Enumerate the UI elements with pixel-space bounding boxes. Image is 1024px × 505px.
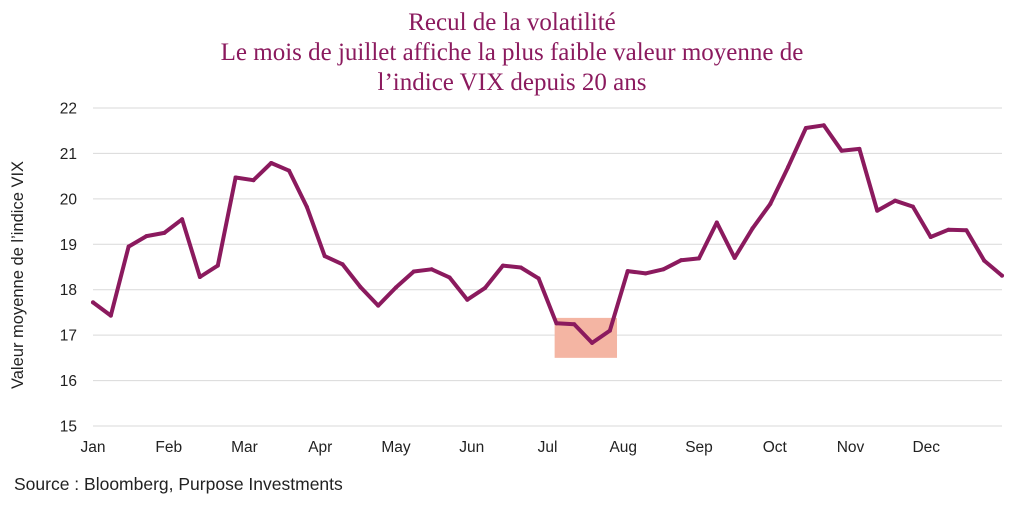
data-point	[358, 284, 363, 289]
chart-title-line-3: l’indice VIX depuis 20 ans	[377, 69, 647, 96]
data-point	[839, 148, 844, 153]
data-point	[483, 285, 488, 290]
gridlines	[93, 107, 1002, 427]
y-tick-label: 21	[60, 146, 77, 163]
chart-title: Recul de la volatilité Le mois de juille…	[0, 8, 1024, 98]
data-point	[750, 226, 755, 231]
vix-line-chart: 15 16 17 18 19 20 21 22 Jan Feb Mar Apr May Jun Jul Au…	[9, 101, 1004, 456]
data-point	[857, 146, 862, 151]
data-point	[429, 267, 434, 272]
x-tick-label: Jan	[81, 439, 106, 456]
y-tick-label: 22	[60, 101, 77, 118]
data-point	[982, 258, 987, 263]
data-point	[554, 321, 559, 326]
data-point	[376, 303, 381, 308]
data-point	[144, 234, 149, 239]
y-axis-label: Valeur moyenne de l’indice VIX	[9, 161, 27, 389]
data-point	[251, 178, 256, 183]
vix-series-line	[91, 123, 1004, 345]
data-point	[126, 244, 131, 249]
data-point	[447, 275, 452, 280]
data-point	[786, 165, 791, 170]
data-point	[269, 160, 274, 165]
data-point	[643, 271, 648, 276]
data-point	[803, 125, 808, 130]
y-tick-label: 20	[60, 191, 78, 208]
data-point	[661, 267, 666, 272]
y-tick-label: 16	[60, 373, 77, 390]
x-tick-label: May	[381, 439, 411, 456]
chart-title-line-1: Recul de la volatilité	[408, 9, 616, 36]
chart-title-line-2: Le mois de juillet affiche la plus faibl…	[220, 39, 804, 66]
data-point	[304, 205, 309, 210]
data-point	[536, 276, 541, 281]
data-point	[768, 201, 773, 206]
vix-series-points	[91, 123, 1004, 345]
data-point	[679, 258, 684, 263]
data-point	[697, 256, 701, 261]
data-point	[180, 217, 185, 222]
data-point	[910, 204, 915, 209]
data-point	[714, 220, 719, 225]
data-point	[625, 269, 630, 274]
data-point	[465, 297, 470, 302]
x-tick-label: Jun	[459, 439, 484, 456]
data-point	[875, 208, 880, 213]
data-point	[394, 285, 398, 290]
data-point	[500, 263, 505, 268]
data-point	[893, 198, 898, 203]
x-tick-label: Nov	[837, 439, 865, 456]
data-point	[197, 274, 202, 279]
x-tick-label: Feb	[155, 439, 182, 456]
data-point	[287, 168, 292, 173]
x-tick-label: Sep	[685, 439, 713, 456]
data-point	[964, 228, 969, 233]
data-point	[233, 175, 238, 180]
data-point	[322, 254, 327, 259]
data-point	[411, 269, 416, 274]
x-tick-label: Oct	[763, 439, 788, 456]
data-point	[928, 235, 933, 240]
data-point	[607, 328, 612, 333]
y-tick-label: 19	[60, 237, 77, 254]
data-point	[572, 322, 577, 327]
x-tick-label: Apr	[308, 439, 332, 456]
data-point	[1000, 273, 1004, 278]
data-point	[215, 263, 220, 268]
data-point	[162, 230, 167, 235]
x-tick-label: Mar	[231, 439, 258, 456]
source-note: Source : Bloomberg, Purpose Investments	[14, 474, 343, 494]
data-point	[340, 262, 345, 267]
y-axis-ticks: 15 16 17 18 19 20 21 22	[60, 101, 78, 436]
data-point	[732, 255, 737, 260]
y-tick-label: 18	[60, 282, 77, 299]
data-point	[108, 313, 113, 318]
x-tick-label: Jul	[538, 439, 558, 456]
data-point	[590, 340, 595, 345]
x-tick-label: Aug	[609, 439, 637, 456]
y-tick-label: 17	[60, 328, 77, 345]
data-point	[946, 227, 951, 232]
data-point	[821, 123, 826, 128]
data-point	[91, 300, 95, 305]
x-tick-label: Dec	[912, 439, 940, 456]
x-axis-ticks: Jan Feb Mar Apr May Jun Jul Aug Sep Oct Nov Dec	[81, 439, 941, 456]
y-tick-label: 15	[60, 419, 77, 436]
data-point	[518, 265, 523, 270]
